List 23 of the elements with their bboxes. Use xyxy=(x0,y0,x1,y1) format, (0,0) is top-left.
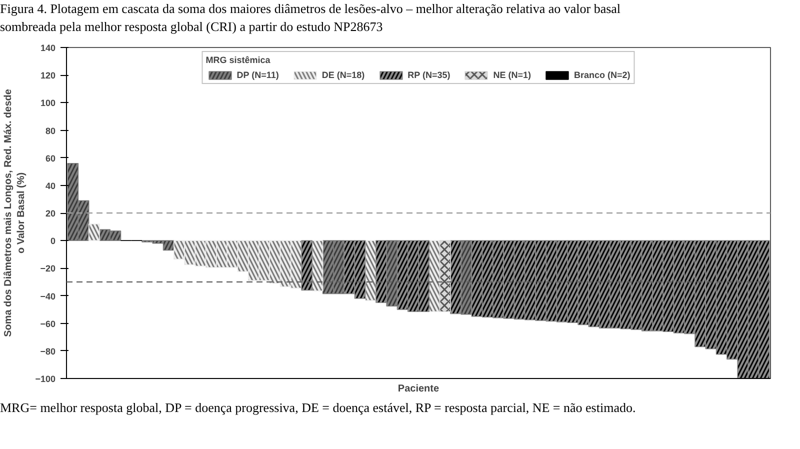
chart-title: Figura 4. Plotagem em cascata da soma dos maiores diâmetros de lesões-alvo – melhor alteração relativa ao valor basal sombreada pela melhor resposta global (CRI) a partir do estudo NP28673 xyxy=(0,0,621,36)
y-tick-label: 20 xyxy=(45,208,56,219)
legend-label: DE (N=18) xyxy=(322,70,365,80)
y-tick-label: 60 xyxy=(45,153,56,164)
y-tick-label: −100 xyxy=(35,374,56,384)
legend-label: DP (N=11) xyxy=(236,70,279,80)
legend-label: Branco (N=2) xyxy=(574,70,630,80)
text: MRG= melhor resposta global, DP = doença progressiva, DE = doença estável, RP = resposta parcial, NE = não estimado. xyxy=(0,399,636,417)
x-axis-title: Paciente xyxy=(398,384,440,395)
y-tick-label: 40 xyxy=(45,181,56,192)
y-tick-label: 120 xyxy=(40,70,56,81)
y-tick-label: −20 xyxy=(40,264,56,274)
y-tick-label: −40 xyxy=(40,291,56,302)
y-axis-title: Soma dos Diâmetros mais Longos, Red. Máx. desde o Valor Basal (%) xyxy=(3,88,28,338)
legend-title: MRG sistêmica xyxy=(206,55,272,66)
legend-label: RP (N=35) xyxy=(408,70,450,80)
y-tick-label: −80 xyxy=(40,346,56,357)
y-tick-label: 100 xyxy=(40,98,56,108)
y-tick-label: 80 xyxy=(45,126,56,136)
legend-label: NE (N=1) xyxy=(493,70,531,80)
y-tick-label: −60 xyxy=(40,318,56,329)
y-tick-label: 140 xyxy=(40,43,56,54)
y-tick-label: 0 xyxy=(50,236,56,246)
